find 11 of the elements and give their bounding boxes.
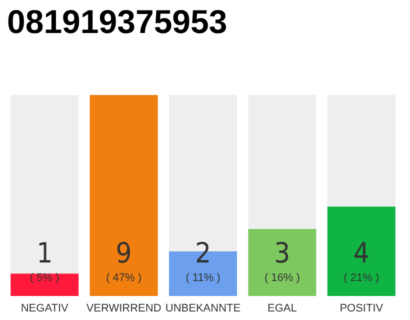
bar <box>10 274 79 296</box>
data-label: 4 ( 21% ) <box>344 236 380 284</box>
x-tick-label: POSITIV <box>340 302 384 314</box>
x-tick-label: VERWIRREND <box>86 302 162 314</box>
data-label: 9 ( 47% ) <box>106 236 142 284</box>
x-tick-label: UNBEKANNTE <box>165 302 241 314</box>
data-label: 3 ( 16% ) <box>264 236 300 284</box>
chart-title: 081919375953 <box>7 3 228 40</box>
data-label: 1 ( 5% ) <box>30 236 60 284</box>
x-tick-label: EGAL <box>268 302 297 314</box>
x-tick-label: NEGATIV <box>20 302 69 314</box>
